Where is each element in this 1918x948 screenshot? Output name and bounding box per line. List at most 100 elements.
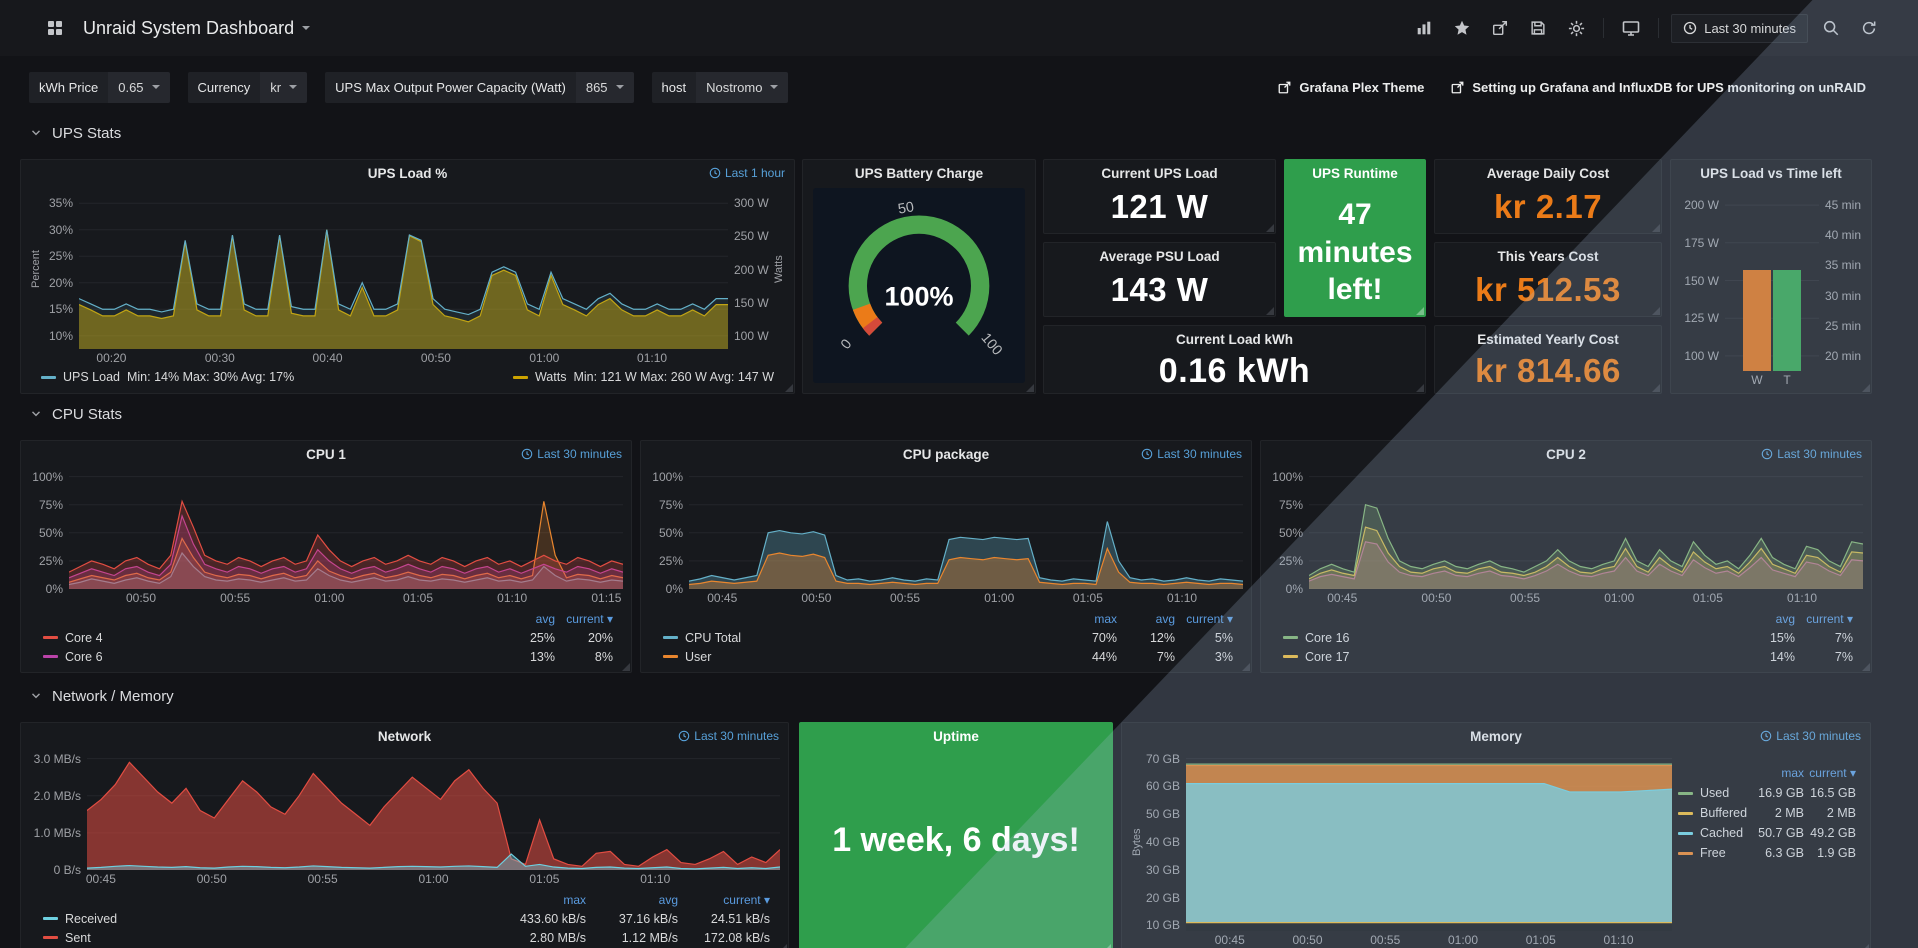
legend-column-header[interactable]: max: [1094, 611, 1117, 626]
legend-series-toggle[interactable]: Core 4: [43, 631, 497, 645]
share-button[interactable]: [1485, 13, 1515, 43]
legend-series-toggle[interactable]: Core 17: [1283, 650, 1737, 664]
y-axis-tick: 40 min: [1825, 228, 1862, 243]
dashboard-link-setup-guide[interactable]: Setting up Grafana and InfluxDB for UPS …: [1450, 80, 1866, 95]
panel-title[interactable]: CPU 1: [306, 446, 346, 462]
x-axis-tick: 00:50: [1421, 591, 1452, 605]
x-axis-tick: 00:55: [220, 591, 251, 605]
legend-series-toggle[interactable]: Cached: [1678, 826, 1752, 840]
legend-series-toggle[interactable]: Received: [43, 912, 494, 926]
x-axis-tick: 01:10: [1167, 591, 1198, 605]
panel-title[interactable]: Memory: [1470, 728, 1522, 744]
legend-series-toggle[interactable]: Buffered: [1678, 806, 1752, 820]
favorite-star-button[interactable]: [1447, 13, 1477, 43]
dashboard-title[interactable]: Unraid System Dashboard: [83, 18, 311, 39]
legend-column-header[interactable]: current ▾: [1809, 766, 1856, 780]
variable-value-dropdown[interactable]: Nostromo: [696, 71, 789, 103]
legend-column-header[interactable]: avg: [658, 892, 678, 907]
legend-row: Buffered 2 MB 2 MB: [1678, 803, 1856, 823]
legend-series-toggle[interactable]: Used: [1678, 786, 1752, 800]
panel-network: Network Last 30 minutes 0 B/s 1.0 MB/s 2.0…: [20, 722, 789, 948]
x-axis-tick: 00:55: [1510, 591, 1541, 605]
add-panel-button[interactable]: [1409, 13, 1439, 43]
panel-title[interactable]: UPS Load %: [367, 165, 448, 181]
row-header-network-memory[interactable]: Network / Memory: [29, 683, 174, 709]
legend-row: CPU Total 70% 12% 5%: [663, 628, 1233, 647]
panel-title[interactable]: Current Load kWh: [1176, 331, 1293, 347]
clock-icon: [1760, 730, 1772, 742]
time-range-picker[interactable]: Last 30 minutes: [1671, 13, 1808, 43]
x-axis-tick: 01:10: [1603, 933, 1634, 947]
save-button[interactable]: [1523, 13, 1553, 43]
settings-gear-button[interactable]: [1561, 13, 1591, 43]
panel-ups-runtime: UPS Runtime 47 minutes left!: [1284, 159, 1426, 317]
legend-series-toggle[interactable]: Free: [1678, 846, 1752, 860]
legend-series-toggle[interactable]: Watts Min: 121 W Max: 260 W Avg: 147 W: [512, 370, 774, 384]
y-axis-tick: 3.0 MB/s: [33, 751, 81, 766]
panel-title[interactable]: CPU package: [902, 446, 990, 462]
y-axis-tick: 70 GB: [1145, 751, 1180, 766]
legend-value: 3%: [1214, 649, 1233, 664]
search-button[interactable]: [1816, 13, 1846, 43]
legend-series-toggle[interactable]: UPS Load Min: 14% Max: 30% Avg: 17%: [41, 370, 294, 384]
legend-column-header[interactable]: current ▾: [566, 611, 613, 626]
panel-title[interactable]: Network: [377, 728, 432, 744]
legend-row: Free 6.3 GB 1.9 GB: [1678, 843, 1856, 863]
apps-grid-icon[interactable]: [40, 13, 70, 43]
variable-value-dropdown[interactable]: kr: [260, 71, 308, 103]
refresh-button[interactable]: [1854, 13, 1884, 43]
y-axis-tick: 25 min: [1825, 318, 1862, 333]
variable-value-dropdown[interactable]: 865: [575, 71, 634, 103]
legend-column-header[interactable]: max: [1781, 766, 1804, 780]
legend-column-header[interactable]: avg: [1775, 611, 1795, 626]
y-axis-tick: 20 GB: [1145, 890, 1180, 905]
panel-title[interactable]: UPS Battery Charge: [854, 165, 984, 181]
legend-color-swatch: [1678, 851, 1693, 855]
stat-value: 47 minutes left!: [1297, 198, 1413, 306]
variable-kwh-price: kWh Price 0.65: [29, 71, 170, 103]
clock-icon: [1761, 448, 1773, 460]
variable-host: host Nostromo: [651, 71, 789, 103]
legend-series-toggle[interactable]: Core 16: [1283, 631, 1737, 645]
y-axis-tick: 100%: [652, 469, 683, 484]
legend-column-header[interactable]: current ▾: [1806, 611, 1853, 626]
panel-title[interactable]: Current UPS Load: [1101, 165, 1218, 181]
y-axis-left: 0% 25% 50% 75% 100%: [649, 469, 689, 596]
legend-value: 2 MB: [1826, 806, 1856, 820]
panel-title[interactable]: Uptime: [933, 728, 979, 744]
panel-title[interactable]: Average Daily Cost: [1486, 165, 1610, 181]
y-axis-tick: 60 GB: [1145, 779, 1180, 794]
panel-current-ups-load: Current UPS Load 121 W: [1043, 159, 1276, 234]
legend-column-header[interactable]: current ▾: [1186, 611, 1233, 626]
legend-column-header[interactable]: avg: [535, 611, 555, 626]
legend-series-toggle[interactable]: User: [663, 650, 1059, 664]
legend-value: 44%: [1091, 649, 1117, 664]
chevron-down-icon: [770, 85, 779, 89]
variable-value-dropdown[interactable]: 0.65: [108, 71, 170, 103]
legend-column-header[interactable]: max: [563, 892, 586, 907]
y-axis-right: 20 min 25 min 30 min 35 min 40 min 45 min: [1819, 190, 1863, 371]
legend-series-toggle[interactable]: Core 6: [43, 650, 497, 664]
dashboard-link-plex-theme[interactable]: Grafana Plex Theme: [1277, 80, 1424, 95]
row-header-ups-stats[interactable]: UPS Stats: [29, 120, 121, 146]
legend-color-swatch: [1283, 655, 1298, 658]
legend-column-header[interactable]: avg: [1155, 611, 1175, 626]
legend-color-swatch: [663, 655, 678, 658]
legend-value: 20%: [587, 630, 613, 645]
y-axis-left: 100 W 125 W 150 W 175 W 200 W: [1679, 190, 1725, 371]
panel-title[interactable]: Estimated Yearly Cost: [1477, 331, 1619, 347]
panel-title[interactable]: UPS Runtime: [1312, 165, 1398, 181]
panel-title[interactable]: CPU 2: [1546, 446, 1586, 462]
panel-title[interactable]: UPS Load vs Time left: [1700, 165, 1842, 181]
panel-title[interactable]: Average PSU Load: [1099, 248, 1220, 264]
legend-series-toggle[interactable]: Sent: [43, 931, 494, 945]
cycle-view-tv-button[interactable]: [1616, 13, 1646, 43]
legend-series-toggle[interactable]: CPU Total: [663, 631, 1059, 645]
y-axis-tick: 100%: [1272, 469, 1303, 484]
row-header-cpu-stats[interactable]: CPU Stats: [29, 401, 122, 427]
y-axis-tick: 30 GB: [1145, 862, 1180, 877]
legend-value: 433.60 kB/s: [519, 911, 586, 926]
legend-column-header[interactable]: current ▾: [723, 892, 770, 907]
panel-title[interactable]: This Years Cost: [1497, 248, 1599, 264]
